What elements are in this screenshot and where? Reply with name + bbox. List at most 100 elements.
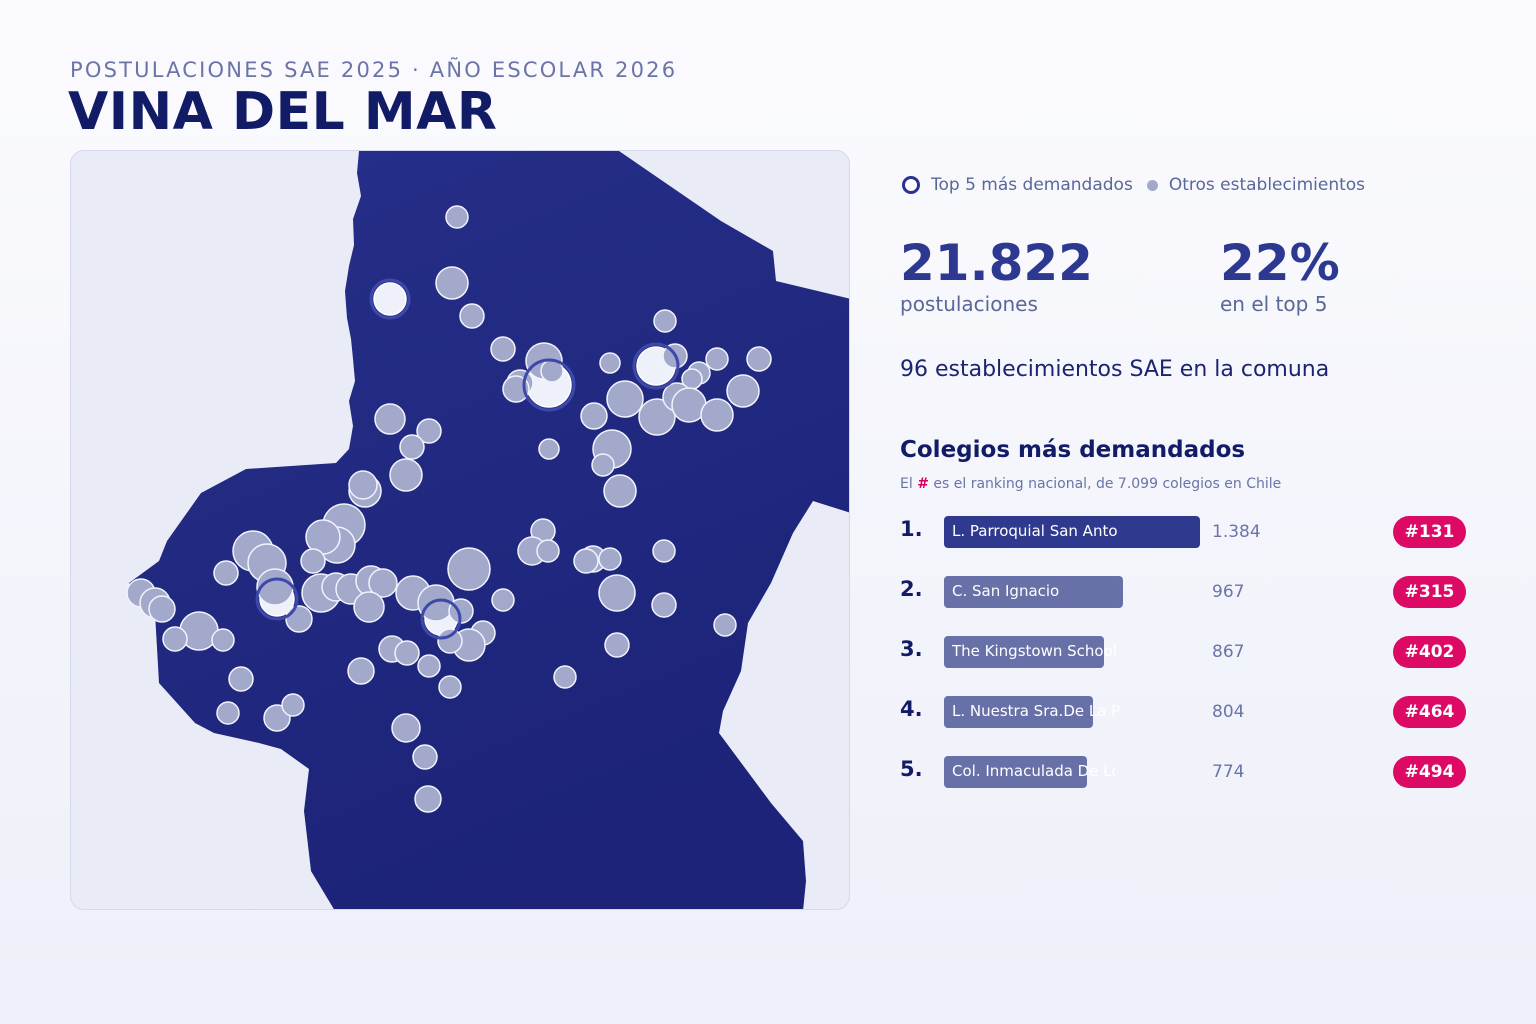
school-marker[interactable] bbox=[599, 352, 621, 374]
school-marker[interactable] bbox=[603, 474, 637, 508]
ranking-position: 2. bbox=[900, 577, 923, 601]
school-marker[interactable] bbox=[580, 402, 608, 430]
school-marker[interactable] bbox=[536, 539, 560, 563]
school-marker[interactable] bbox=[502, 375, 530, 403]
school-marker[interactable] bbox=[399, 434, 425, 460]
school-marker[interactable] bbox=[435, 266, 469, 300]
ranking-row[interactable]: 5. Col. Inmaculada De Lou 774 #494 bbox=[900, 755, 1470, 789]
top5-ring[interactable] bbox=[522, 358, 576, 412]
ranking-note: El # es el ranking nacional, de 7.099 co… bbox=[900, 476, 1281, 492]
ranking-position: 4. bbox=[900, 697, 923, 721]
top5-share-label: en el top 5 bbox=[1220, 292, 1328, 316]
legend-others-label: Otros establecimientos bbox=[1168, 175, 1366, 195]
school-marker[interactable] bbox=[148, 595, 176, 623]
national-rank-badge: #402 bbox=[1393, 636, 1466, 668]
school-postulaciones: 804 bbox=[1212, 702, 1245, 722]
school-marker[interactable] bbox=[598, 574, 636, 612]
school-marker[interactable] bbox=[391, 713, 421, 743]
ranking-position: 3. bbox=[900, 637, 923, 661]
ranking-row[interactable]: 2. C. San Ignacio 967 #315 bbox=[900, 575, 1470, 609]
school-marker[interactable] bbox=[389, 458, 423, 492]
school-marker[interactable] bbox=[412, 744, 438, 770]
school-marker[interactable] bbox=[705, 347, 729, 371]
school-marker[interactable] bbox=[653, 309, 677, 333]
school-marker[interactable] bbox=[591, 453, 615, 477]
school-marker[interactable] bbox=[285, 605, 313, 633]
school-postulaciones: 867 bbox=[1212, 642, 1245, 662]
map-svg bbox=[126, 151, 849, 909]
national-rank-badge: #131 bbox=[1393, 516, 1466, 548]
school-marker[interactable] bbox=[414, 785, 442, 813]
legend-top5-label: Top 5 más demandados bbox=[931, 175, 1133, 195]
school-marker[interactable] bbox=[213, 560, 239, 586]
school-marker[interactable] bbox=[491, 588, 515, 612]
ranking-note-prefix: El bbox=[900, 476, 913, 492]
school-marker[interactable] bbox=[652, 539, 676, 563]
school-marker[interactable] bbox=[394, 640, 420, 666]
school-marker[interactable] bbox=[598, 547, 622, 571]
school-marker[interactable] bbox=[438, 675, 462, 699]
top5-ring-icon bbox=[902, 176, 920, 194]
school-marker[interactable] bbox=[416, 418, 442, 444]
commune-map[interactable] bbox=[70, 150, 850, 910]
ranking-note-hash: # bbox=[917, 476, 929, 492]
school-marker[interactable] bbox=[348, 470, 378, 500]
other-dot-icon bbox=[1146, 179, 1158, 191]
top5-school-marker[interactable] bbox=[373, 282, 407, 316]
school-postulaciones: 967 bbox=[1212, 582, 1245, 602]
ranking-row[interactable]: 4. L. Nuestra Sra.De La P 804 #464 bbox=[900, 695, 1470, 729]
school-marker[interactable] bbox=[651, 592, 677, 618]
school-marker[interactable] bbox=[606, 380, 644, 418]
school-marker[interactable] bbox=[726, 374, 760, 408]
school-name: L. Parroquial San Anto bbox=[952, 522, 1118, 540]
top5-share-value: 22% bbox=[1220, 234, 1340, 292]
ranking-position: 1. bbox=[900, 517, 923, 541]
school-marker[interactable] bbox=[573, 548, 599, 574]
school-marker[interactable] bbox=[228, 666, 254, 692]
school-marker[interactable] bbox=[638, 398, 676, 436]
top5-ring[interactable] bbox=[632, 342, 680, 390]
school-marker[interactable] bbox=[300, 548, 326, 574]
national-rank-badge: #315 bbox=[1393, 576, 1466, 608]
ranking-row[interactable]: 1. L. Parroquial San Anto 1.384 #131 bbox=[900, 515, 1470, 549]
school-marker[interactable] bbox=[437, 628, 463, 654]
school-marker[interactable] bbox=[713, 613, 737, 637]
school-marker[interactable] bbox=[216, 701, 240, 725]
school-name: C. San Ignacio bbox=[952, 582, 1060, 600]
school-marker[interactable] bbox=[538, 438, 560, 460]
school-marker[interactable] bbox=[368, 568, 398, 598]
school-marker[interactable] bbox=[553, 665, 577, 689]
ranking-note-suffix: es el ranking nacional, de 7.099 colegio… bbox=[933, 476, 1282, 492]
school-marker[interactable] bbox=[353, 591, 385, 623]
school-marker[interactable] bbox=[347, 657, 375, 685]
ranking-bar bbox=[944, 756, 1087, 788]
establecimientos-count: 96 establecimientos SAE en la comuna bbox=[900, 357, 1330, 382]
school-marker[interactable] bbox=[445, 205, 469, 229]
ranking-title: Colegios más demandados bbox=[900, 437, 1246, 463]
school-marker[interactable] bbox=[746, 346, 772, 372]
school-markers bbox=[126, 205, 772, 813]
school-marker[interactable] bbox=[374, 403, 406, 435]
commune-shape bbox=[129, 151, 849, 909]
school-marker[interactable] bbox=[604, 632, 630, 658]
ranking-bar bbox=[944, 516, 1200, 548]
top5-ring[interactable] bbox=[420, 598, 462, 640]
national-rank-badge: #494 bbox=[1393, 756, 1466, 788]
school-marker[interactable] bbox=[447, 547, 491, 591]
school-marker[interactable] bbox=[700, 398, 734, 432]
postulaciones-value: 21.822 bbox=[900, 234, 1093, 292]
school-marker[interactable] bbox=[417, 654, 441, 678]
map-legend: Top 5 más demandados Otros establecimien… bbox=[902, 175, 1365, 195]
ranking-row[interactable]: 3. The Kingstown School 867 #402 bbox=[900, 635, 1470, 669]
school-marker[interactable] bbox=[459, 303, 485, 329]
top5-ring[interactable] bbox=[255, 577, 299, 621]
page-title: VINA DEL MAR bbox=[68, 82, 498, 142]
school-marker[interactable] bbox=[162, 626, 188, 652]
top5-ring[interactable] bbox=[369, 278, 411, 320]
ranking-bar bbox=[944, 636, 1104, 668]
school-marker[interactable] bbox=[211, 628, 235, 652]
school-name: Col. Inmaculada De Lou bbox=[952, 762, 1115, 780]
school-postulaciones: 1.384 bbox=[1212, 522, 1261, 542]
school-marker[interactable] bbox=[281, 693, 305, 717]
school-marker[interactable] bbox=[490, 336, 516, 362]
